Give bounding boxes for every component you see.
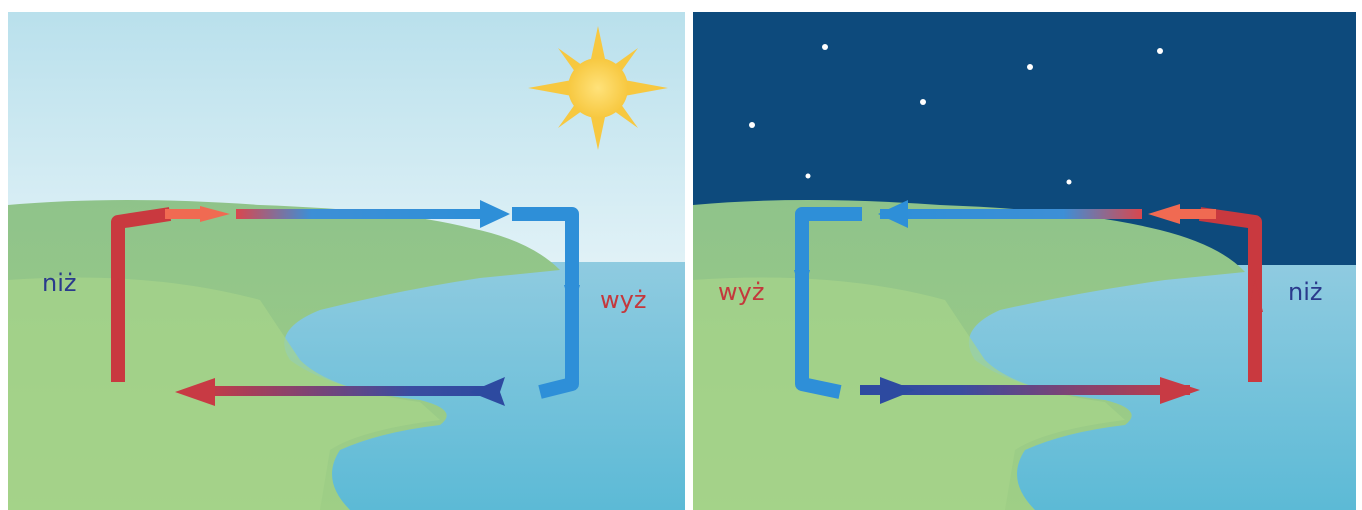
high-pressure-label: wyż (718, 278, 764, 306)
low-pressure-label: niż (1288, 278, 1322, 306)
night-panel: wyż niż (693, 12, 1356, 510)
page: niż wyż wyż niż (() => { const data = JS… (0, 0, 1362, 510)
high-pressure-label: wyż (600, 286, 646, 314)
low-pressure-label: niż (42, 269, 76, 297)
illustration: niż wyż wyż niż (0, 0, 1362, 510)
day-panel: niż wyż (8, 12, 685, 510)
